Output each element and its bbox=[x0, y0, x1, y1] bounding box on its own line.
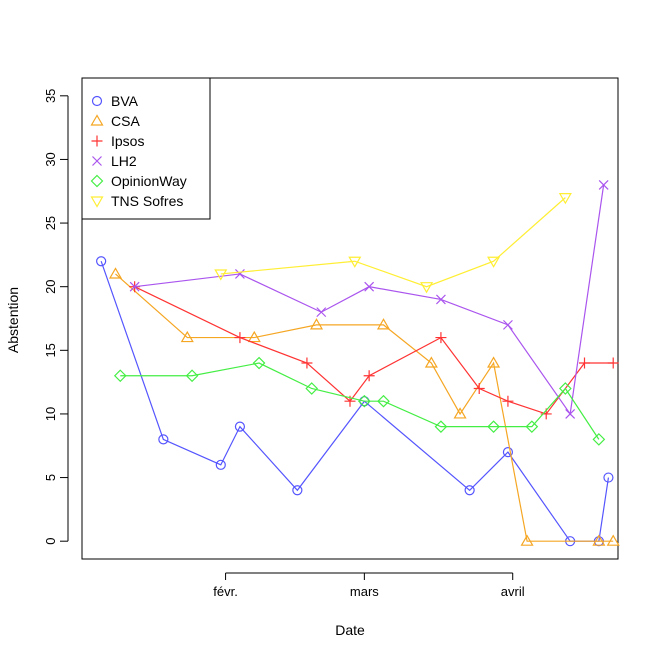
data-point bbox=[247, 330, 261, 343]
data-point bbox=[558, 193, 572, 205]
data-point bbox=[376, 318, 391, 330]
series-1 bbox=[108, 267, 620, 546]
series-line bbox=[134, 286, 614, 415]
data-point bbox=[436, 294, 446, 305]
data-point bbox=[108, 267, 123, 279]
legend-symbol bbox=[90, 114, 104, 126]
data-point bbox=[113, 369, 127, 383]
data-point bbox=[234, 421, 246, 432]
y-tick-label: 30 bbox=[43, 152, 58, 166]
plot-frame bbox=[81, 77, 619, 560]
y-tick-label: 35 bbox=[43, 89, 58, 103]
series-4 bbox=[113, 356, 606, 446]
series-3 bbox=[129, 179, 609, 419]
data-point bbox=[305, 382, 319, 395]
data-point bbox=[464, 485, 475, 496]
data-point bbox=[214, 269, 228, 281]
data-point bbox=[435, 332, 447, 344]
data-point bbox=[503, 319, 513, 330]
data-point bbox=[520, 534, 534, 546]
series-line bbox=[115, 273, 614, 542]
y-tick-label: 0 bbox=[43, 538, 58, 545]
legend-symbol bbox=[90, 174, 104, 188]
legend-label: LH2 bbox=[111, 153, 137, 169]
series-line bbox=[220, 197, 566, 288]
data-point bbox=[473, 382, 485, 394]
legend: BVA CSA Ipsos LH2 OpinionWay TNS Sofres bbox=[81, 77, 211, 220]
data-point bbox=[185, 369, 199, 383]
data-point bbox=[215, 459, 226, 470]
legend-label: OpinionWay bbox=[111, 173, 187, 189]
legend-item: LH2 bbox=[92, 153, 137, 169]
legend-symbol bbox=[92, 156, 102, 166]
y-axis: 0 5 10 15 20 25 30 35 bbox=[43, 89, 69, 545]
data-point bbox=[180, 330, 194, 343]
legend-item: TNS Sofres bbox=[90, 193, 183, 209]
data-point bbox=[592, 433, 606, 446]
y-tick-label: 15 bbox=[43, 343, 58, 357]
x-axis-title: Date bbox=[335, 622, 365, 638]
legend-item: BVA bbox=[91, 93, 139, 109]
legend-label: CSA bbox=[111, 113, 140, 129]
legend-symbol bbox=[90, 196, 104, 208]
data-point bbox=[364, 281, 375, 292]
legend-label: Ipsos bbox=[111, 133, 144, 149]
data-point bbox=[559, 382, 572, 395]
data-point bbox=[358, 394, 371, 408]
x-tick-label: mars bbox=[350, 584, 379, 599]
data-point bbox=[309, 318, 324, 330]
data-point bbox=[158, 434, 169, 445]
series-2 bbox=[129, 281, 619, 420]
x-axis: févr. mars avril bbox=[213, 572, 525, 599]
data-point bbox=[377, 394, 390, 408]
data-point bbox=[434, 420, 448, 434]
data-point bbox=[96, 256, 107, 267]
series-line bbox=[134, 184, 605, 416]
data-point bbox=[606, 534, 620, 546]
data-point bbox=[502, 395, 514, 407]
data-point bbox=[234, 332, 246, 344]
series-5 bbox=[214, 193, 572, 294]
data-point bbox=[363, 370, 375, 382]
data-point bbox=[592, 534, 606, 546]
legend-item: CSA bbox=[90, 113, 140, 129]
data-point bbox=[424, 356, 438, 368]
x-tick-label: févr. bbox=[213, 584, 238, 599]
legend-item: Ipsos bbox=[91, 133, 144, 149]
data-point bbox=[487, 420, 500, 434]
y-axis-title: Abstention bbox=[5, 287, 21, 353]
data-point bbox=[301, 357, 313, 369]
data-point bbox=[525, 420, 539, 434]
data-point bbox=[235, 269, 245, 279]
data-point bbox=[487, 356, 501, 368]
data-point bbox=[607, 357, 619, 369]
data-point bbox=[603, 472, 614, 483]
data-point bbox=[502, 447, 514, 458]
y-tick-label: 25 bbox=[43, 216, 58, 230]
legend-label: BVA bbox=[111, 93, 139, 109]
data-point bbox=[316, 307, 327, 318]
y-tick-label: 20 bbox=[43, 279, 58, 293]
y-tick-label: 10 bbox=[43, 407, 58, 421]
data-point bbox=[129, 281, 140, 292]
data-point bbox=[487, 256, 501, 268]
x-tick-label: avril bbox=[501, 584, 525, 599]
series-line bbox=[120, 362, 600, 440]
data-point bbox=[565, 409, 576, 419]
legend-item: OpinionWay bbox=[90, 173, 187, 189]
legend-box bbox=[81, 77, 211, 220]
data-point bbox=[453, 407, 467, 419]
data-point bbox=[292, 485, 303, 496]
y-tick-label: 5 bbox=[43, 474, 58, 481]
data-point bbox=[420, 282, 434, 294]
data-point bbox=[579, 357, 590, 369]
legend-symbol bbox=[91, 135, 103, 147]
data-point bbox=[252, 356, 266, 370]
data-point bbox=[348, 256, 362, 268]
data-point bbox=[598, 179, 609, 190]
series-layer bbox=[96, 179, 620, 547]
legend-label: TNS Sofres bbox=[111, 193, 183, 209]
legend-symbol bbox=[91, 95, 103, 107]
